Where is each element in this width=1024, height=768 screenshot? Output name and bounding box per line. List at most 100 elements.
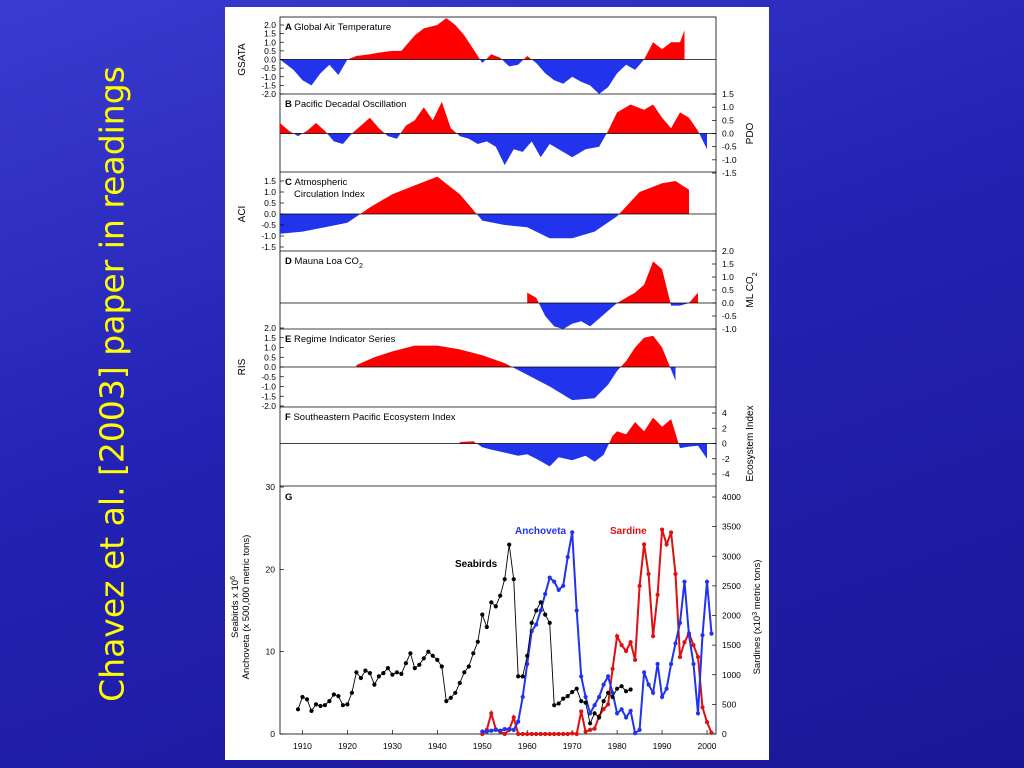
seabirds-point [628,687,633,692]
chavez-figure: 2.0 1.5 1.0 0.5 0.0 -0.5 -1.0 -1.5 -2.0 GSATA A Gl… [225,7,769,760]
seabirds-point [381,671,386,676]
anchoveta-point [516,719,521,724]
anchoveta-point [579,674,584,679]
anchoveta-point [489,728,494,733]
y-tick-label: 4 [722,408,727,418]
sardine-point [583,729,588,734]
x-tick-label: 1910 [293,741,312,751]
anchoveta-series-line [482,532,713,735]
panel-E-title: E Regime Indicator Series [285,334,396,345]
sardine-point [642,542,647,547]
seabirds-point [421,656,426,661]
anchoveta-point [677,620,683,626]
seabirds-point [394,670,399,675]
seabirds-point [349,690,354,695]
y-tick-label: -1.0 [261,72,276,82]
sardine-point [664,542,669,547]
positive-anomaly-group [280,176,690,214]
y-tick-label: -0.5 [261,220,276,230]
anchoveta-point [660,694,665,700]
anchoveta-point [619,707,624,712]
seabirds-point [565,694,570,699]
seabirds-point [448,695,453,700]
seabirds-point [367,671,372,676]
y-tick-label: -4 [722,469,730,479]
y-tick-label: 1.5 [264,176,276,186]
anchoveta-point [592,703,597,708]
seabirds-point [552,703,557,708]
seabirds-point [480,612,485,617]
y-tick-label: -0.5 [722,311,737,321]
seabirds-point [426,649,431,654]
sardine-point [691,643,696,648]
sardine-point [552,731,557,737]
y-tick-label: 0 [722,439,727,449]
seabirds-point [408,651,413,656]
panel-D-title: D Mauna Loa CO2 [285,256,363,270]
x-tick-label: 1940 [428,741,447,751]
seabirds-point [363,668,368,673]
panel-G-ylabel-left-anchoveta: Anchoveta (x 500,000 metric tons) [241,535,252,680]
anchoveta-point [655,661,660,667]
sardine-point [489,711,494,716]
y-tick-label: -1.5 [722,168,737,178]
anchoveta-point [507,727,512,732]
panel-B-positive-area [280,101,708,134]
sardine-point [543,731,548,737]
anchoveta-point [691,661,696,667]
negative-anomaly-group [527,303,699,329]
y-tick-label: -0.5 [261,63,276,73]
anchoveta-point [686,633,692,638]
panel-C-negative-area [280,214,690,239]
y-tick-label: 0.5 [722,285,734,295]
anchoveta-point [525,661,530,667]
anchoveta-point [673,641,678,646]
seabirds-point [574,686,579,691]
seabirds-point [493,604,498,609]
seabirds-point [529,620,534,626]
x-tick-label: 1980 [608,741,627,751]
negative-anomaly-group [356,367,676,401]
x-tick-label: 1960 [518,741,537,751]
y-tick-label: 1.5 [264,333,276,343]
y-tick-label-left: 30 [266,482,276,492]
seabirds-point [547,620,552,626]
seabirds-point [385,666,390,671]
slide-title: Chavez et al. [2003] paper in readings [92,66,132,702]
seabirds-point [439,664,444,669]
sardine-point [669,530,674,535]
panel-C-positive-area [280,176,690,214]
sardine-point [682,640,687,645]
seabirds-point [372,682,377,687]
anchoveta-point [700,633,705,638]
seabirds-point [466,664,471,669]
anchoveta-point [606,674,611,679]
seabirds-point [588,721,593,726]
sardine-point [633,657,638,663]
anchoveta-point [543,591,548,597]
positive-anomaly-group [527,261,699,303]
y-tick-label: -1.5 [261,242,276,252]
y-tick-label: 2 [722,423,727,433]
x-tick-label: 1920 [338,741,357,751]
seabirds-point [507,542,512,547]
anchoveta-point [704,579,710,584]
panel-C-title: C Atmospheric [285,177,348,188]
seabirds-point [340,703,345,708]
panel-A-title: A Global Air Temperature [285,22,391,33]
seabirds-point [376,674,381,679]
seabirds-point [475,639,480,644]
sardine-point [534,731,539,737]
panel-E-positive-area [356,335,676,367]
anchoveta-point [480,729,485,734]
sardine-point [502,731,507,737]
sardine-point [700,705,705,710]
sardine-point [538,731,543,737]
y-tick-label: 1.0 [722,272,734,282]
panel-E-negative-area [356,367,676,401]
y-tick-label-right: 500 [722,699,736,709]
seabirds-point [309,708,314,714]
seabirds-point [322,703,327,708]
panel-F-negative-area [459,443,708,467]
